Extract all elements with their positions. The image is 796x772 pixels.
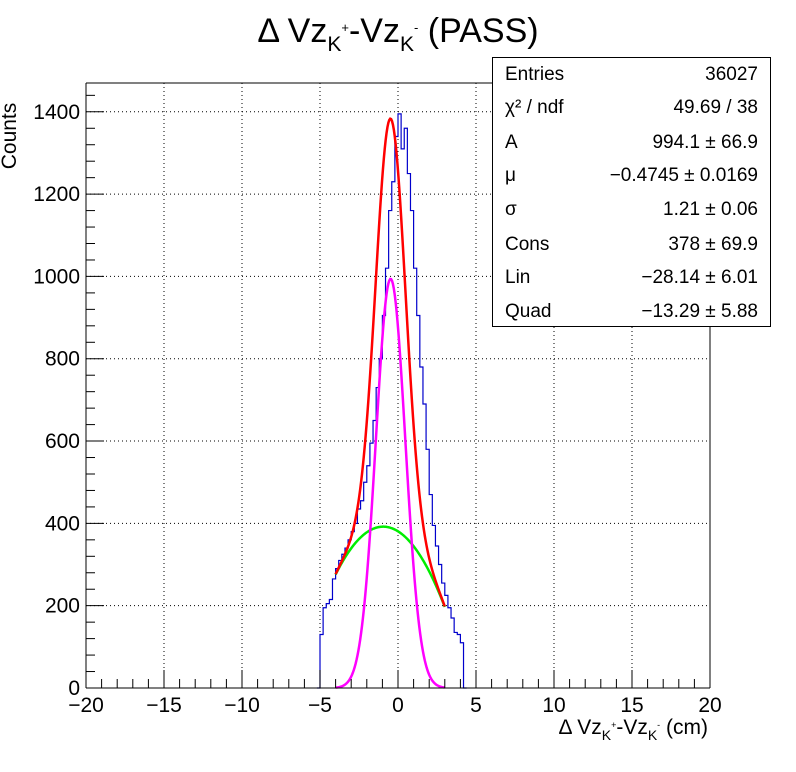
stats-row-quad: Quad −13.29 ± 5.88: [505, 301, 758, 322]
histogram: [316, 113, 467, 689]
x-tick-label: 20: [698, 694, 721, 717]
x-tick-label: 15: [620, 694, 643, 717]
x-tick-label: −10: [224, 694, 260, 717]
stats-row-cons: Cons 378 ± 69.9: [505, 234, 758, 255]
x-tick-label: −15: [146, 694, 182, 717]
x-tick-label: 0: [392, 694, 404, 717]
y-tick-label: 1000: [33, 265, 80, 288]
y-axis-label: Counts: [0, 102, 21, 170]
y-tick-label: 1200: [33, 183, 80, 206]
x-axis-label: Δ VzK+-VzK- (cm): [558, 716, 709, 743]
stats-row-entries: Entries 36027: [505, 64, 758, 85]
histogram-series: [316, 113, 467, 689]
fit-curves: [334, 117, 446, 689]
y-tick-label: 0: [68, 677, 80, 700]
x-tick-label: 5: [470, 694, 482, 717]
chart-title: Δ VzK+-VzK- (PASS): [257, 12, 539, 56]
gaussian-fit-curve: [335, 277, 445, 689]
y-tick-label: 200: [45, 595, 80, 618]
x-tick-label: −5: [308, 694, 332, 717]
stats-box: Entries 36027 χ² / ndf 49.69 / 38 A 994.1 ±…: [492, 57, 771, 327]
x-tick-label: 10: [542, 694, 565, 717]
stats-row-chi2: χ² / ndf 49.69 / 38: [505, 97, 758, 118]
stats-row-lin: Lin −28.14 ± 6.01: [505, 267, 758, 288]
total-fit-curve: [334, 117, 446, 607]
y-tick-label: 600: [45, 430, 80, 453]
x-tick-label: −20: [68, 694, 104, 717]
y-tick-label: 400: [45, 512, 80, 535]
y-tick-label: 800: [45, 348, 80, 371]
background-fit-curve: [334, 525, 446, 608]
y-tick-label: 1400: [33, 101, 80, 124]
stats-row-sigma: σ 1.21 ± 0.06: [505, 199, 758, 220]
stats-row-a: A 994.1 ± 66.9: [505, 132, 758, 153]
stats-row-mu: μ −0.4745 ± 0.0169: [505, 165, 758, 186]
